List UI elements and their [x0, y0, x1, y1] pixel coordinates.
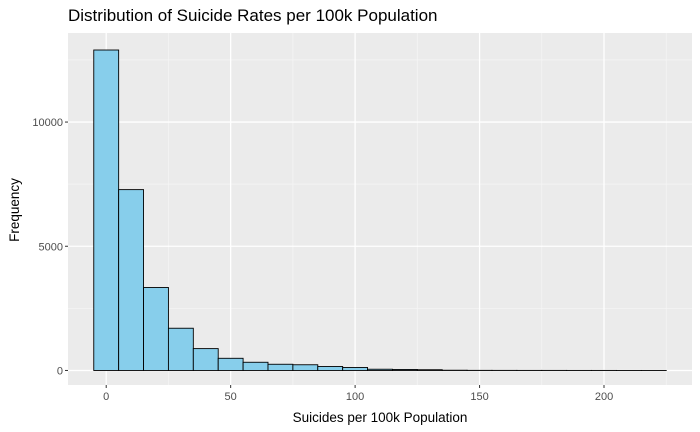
y-tick-label: 5000: [39, 241, 63, 253]
plot-panel: [68, 33, 692, 385]
histogram-bar: [317, 366, 344, 371]
histogram-bar: [143, 287, 169, 371]
y-axis-title: Frequency: [7, 178, 22, 242]
y-axis: 0 5000 10000: [32, 117, 68, 377]
histogram-bars: [93, 49, 667, 371]
histogram-bar: [93, 49, 120, 371]
histogram-bar: [118, 189, 144, 371]
chart-title: Distribution of Suicide Rates per 100k P…: [68, 6, 438, 25]
histogram-bar: [416, 369, 443, 371]
x-tick-label: 0: [103, 391, 109, 403]
x-tick-label: 50: [225, 391, 237, 403]
y-tick-label: 0: [57, 365, 63, 377]
x-axis: 0 50 100 150 200: [103, 385, 613, 403]
x-tick-label: 150: [470, 391, 488, 403]
x-tick-label: 200: [595, 391, 613, 403]
histogram-bar: [342, 367, 369, 371]
histogram-bar: [217, 357, 244, 371]
histogram-bar: [167, 327, 194, 371]
histogram-bar: [192, 348, 219, 371]
histogram-bar: [391, 369, 418, 371]
histogram-bar: [242, 361, 269, 371]
y-tick-label: 10000: [32, 117, 63, 129]
x-tick-label: 100: [346, 391, 364, 403]
x-axis-title: Suicides per 100k Population: [293, 410, 468, 425]
histogram-bar: [267, 363, 294, 371]
histogram-bar: [292, 364, 319, 371]
histogram-bar: [367, 368, 393, 371]
